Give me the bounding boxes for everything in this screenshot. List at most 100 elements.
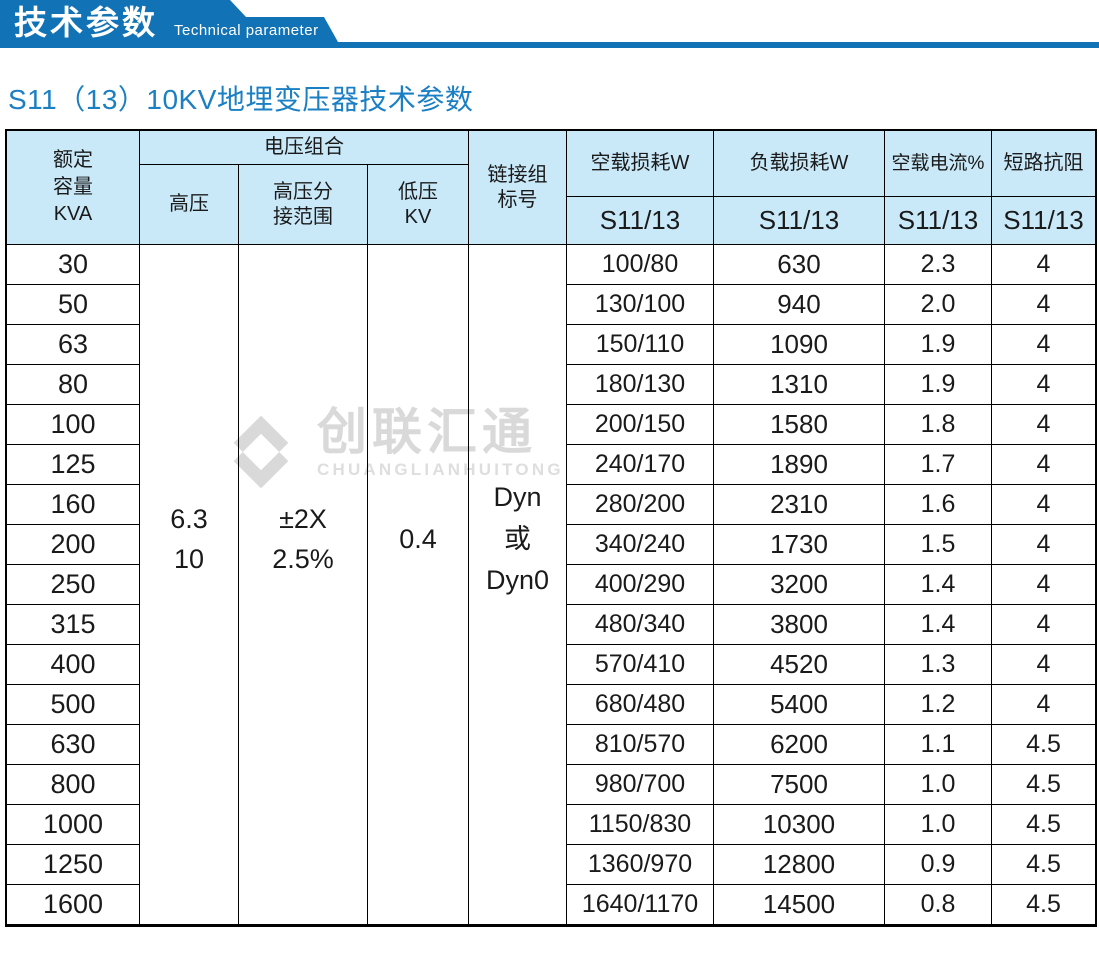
cell-200-kva: 200	[7, 525, 140, 565]
cell-100-no_load_loss: 200/150	[567, 405, 714, 445]
cell-30-kva: 30	[7, 245, 140, 285]
value-high-voltage: 6.3 10	[140, 245, 239, 925]
spec-table: 创联汇通 CHUANGLIANHUITONG 额定 容量 KVA 电压组合 高压…	[5, 129, 1097, 927]
cell-125-kva: 125	[7, 445, 140, 485]
cell-100-load_loss: 1580	[714, 405, 885, 445]
header-high-voltage: 高压	[140, 165, 239, 245]
cell-1000-load_loss: 10300	[714, 805, 885, 845]
value-low-voltage: 0.4	[368, 245, 469, 925]
header-model-no-load-current: S11/13	[885, 197, 992, 245]
cell-1000-kva: 1000	[7, 805, 140, 845]
cell-1600-kva: 1600	[7, 885, 140, 925]
cell-315-no_load_loss: 480/340	[567, 605, 714, 645]
cell-315-load_loss: 3800	[714, 605, 885, 645]
cell-1250-load_loss: 12800	[714, 845, 885, 885]
header-no-load-loss: 空载损耗W	[567, 131, 714, 197]
cell-500-no_load_current: 1.2	[885, 685, 992, 725]
cell-50-no_load_loss: 130/100	[567, 285, 714, 325]
section-banner: 技术参数 Technical parameter	[0, 0, 1099, 48]
cell-800-load_loss: 7500	[714, 765, 885, 805]
cell-315-impedance: 4	[992, 605, 1095, 645]
banner-title-cn: 技术参数	[14, 4, 158, 41]
cell-800-no_load_loss: 980/700	[567, 765, 714, 805]
cell-1000-impedance: 4.5	[992, 805, 1095, 845]
cell-100-kva: 100	[7, 405, 140, 445]
header-low-voltage: 低压 KV	[368, 165, 469, 245]
cell-63-no_load_loss: 150/110	[567, 325, 714, 365]
cell-1250-no_load_current: 0.9	[885, 845, 992, 885]
cell-630-no_load_loss: 810/570	[567, 725, 714, 765]
cell-125-impedance: 4	[992, 445, 1095, 485]
cell-80-load_loss: 1310	[714, 365, 885, 405]
page-title: S11（13）10KV地埋变压器技术参数	[8, 84, 474, 115]
cell-500-load_loss: 5400	[714, 685, 885, 725]
cell-1000-no_load_loss: 1150/830	[567, 805, 714, 845]
cell-200-no_load_current: 1.5	[885, 525, 992, 565]
cell-1250-kva: 1250	[7, 845, 140, 885]
cell-50-kva: 50	[7, 285, 140, 325]
cell-63-no_load_current: 1.9	[885, 325, 992, 365]
value-connection-group: Dyn 或 Dyn0	[469, 245, 567, 925]
cell-100-impedance: 4	[992, 405, 1095, 445]
cell-400-kva: 400	[7, 645, 140, 685]
cell-1600-impedance: 4.5	[992, 885, 1095, 925]
cell-400-impedance: 4	[992, 645, 1095, 685]
header-model-no-load-loss: S11/13	[567, 197, 714, 245]
value-hv-tap-range: ±2X 2.5%	[239, 245, 368, 925]
cell-1600-load_loss: 14500	[714, 885, 885, 925]
header-hv-tap-range: 高压分 接范围	[239, 165, 368, 245]
cell-50-load_loss: 940	[714, 285, 885, 325]
cell-250-impedance: 4	[992, 565, 1095, 605]
header-impedance: 短路抗阻	[992, 131, 1095, 197]
header-model-load-loss: S11/13	[714, 197, 885, 245]
cell-400-no_load_loss: 570/410	[567, 645, 714, 685]
cell-315-no_load_current: 1.4	[885, 605, 992, 645]
banner-ribbon-polygon	[0, 0, 1099, 48]
cell-160-impedance: 4	[992, 485, 1095, 525]
cell-250-load_loss: 3200	[714, 565, 885, 605]
cell-400-no_load_current: 1.3	[885, 645, 992, 685]
cell-160-no_load_current: 1.6	[885, 485, 992, 525]
header-model-impedance: S11/13	[992, 197, 1095, 245]
cell-160-no_load_loss: 280/200	[567, 485, 714, 525]
cell-30-impedance: 4	[992, 245, 1095, 285]
cell-50-no_load_current: 2.0	[885, 285, 992, 325]
cell-50-impedance: 4	[992, 285, 1095, 325]
cell-250-kva: 250	[7, 565, 140, 605]
cell-80-impedance: 4	[992, 365, 1095, 405]
cell-1250-no_load_loss: 1360/970	[567, 845, 714, 885]
cell-63-load_loss: 1090	[714, 325, 885, 365]
cell-200-impedance: 4	[992, 525, 1095, 565]
cell-80-no_load_loss: 180/130	[567, 365, 714, 405]
banner-ribbon-shape	[0, 0, 1099, 48]
cell-1600-no_load_current: 0.8	[885, 885, 992, 925]
cell-200-load_loss: 1730	[714, 525, 885, 565]
cell-800-impedance: 4.5	[992, 765, 1095, 805]
header-no-load-current: 空载电流%	[885, 131, 992, 197]
cell-63-kva: 63	[7, 325, 140, 365]
cell-800-no_load_current: 1.0	[885, 765, 992, 805]
cell-315-kva: 315	[7, 605, 140, 645]
cell-500-no_load_loss: 680/480	[567, 685, 714, 725]
header-connection-group: 链接组 标号	[469, 131, 567, 245]
cell-1600-no_load_loss: 1640/1170	[567, 885, 714, 925]
banner-title-en: Technical parameter	[174, 22, 319, 39]
cell-630-no_load_current: 1.1	[885, 725, 992, 765]
cell-200-no_load_loss: 340/240	[567, 525, 714, 565]
cell-30-load_loss: 630	[714, 245, 885, 285]
cell-500-impedance: 4	[992, 685, 1095, 725]
cell-630-load_loss: 6200	[714, 725, 885, 765]
cell-30-no_load_loss: 100/80	[567, 245, 714, 285]
cell-1000-no_load_current: 1.0	[885, 805, 992, 845]
cell-125-no_load_current: 1.7	[885, 445, 992, 485]
cell-500-kva: 500	[7, 685, 140, 725]
cell-160-kva: 160	[7, 485, 140, 525]
header-voltage-group: 电压组合	[140, 131, 469, 165]
cell-250-no_load_current: 1.4	[885, 565, 992, 605]
cell-80-no_load_current: 1.9	[885, 365, 992, 405]
cell-800-kva: 800	[7, 765, 140, 805]
cell-100-no_load_current: 1.8	[885, 405, 992, 445]
cell-400-load_loss: 4520	[714, 645, 885, 685]
cell-630-impedance: 4.5	[992, 725, 1095, 765]
cell-630-kva: 630	[7, 725, 140, 765]
